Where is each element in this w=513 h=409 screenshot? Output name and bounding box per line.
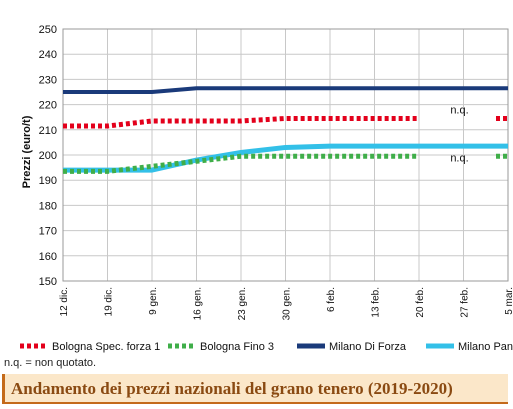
- x-tick-label: 16 gen.: [193, 287, 204, 320]
- y-tick-label: 180: [39, 200, 57, 212]
- caption-underline: [5, 402, 508, 404]
- x-tick-label: 5 mar.: [504, 287, 513, 315]
- annotation-nq: n.q.: [450, 153, 468, 165]
- line-chart: 150 160 170 180 190 200 210 220 230 240 250 12 dic…: [20, 24, 513, 353]
- y-tick-label: 220: [39, 100, 57, 112]
- y-tick-label: 250: [39, 24, 57, 36]
- x-tick-label: 9 gen.: [148, 287, 159, 315]
- y-tick-label: 160: [39, 251, 57, 263]
- x-tick-label: 23 gen.: [237, 287, 248, 320]
- chart-caption: Andamento dei prezzi nazionali del grano…: [11, 379, 453, 398]
- x-tick-label: 27 feb.: [460, 287, 471, 318]
- y-tick-label: 230: [39, 74, 57, 86]
- x-tick-label: 6 feb.: [326, 287, 337, 312]
- x-tick-label: 19 dic.: [104, 287, 115, 316]
- series-line: [63, 86, 508, 94]
- legend-label: Milano Di Forza: [329, 341, 407, 353]
- y-axis-label: Prezzi (euro/t): [21, 115, 33, 188]
- y-tick-label: 190: [39, 175, 57, 187]
- y-axis-ticks: 150 160 170 180 190 200 210 220 230 240 250: [39, 24, 57, 288]
- series-line: [63, 115, 419, 129]
- legend-label: Milano Panificabile: [458, 341, 513, 353]
- x-tick-label: 20 feb.: [415, 287, 426, 318]
- series-line: [63, 143, 508, 173]
- x-tick-label: 12 dic.: [59, 287, 70, 316]
- plot-frame: [62, 28, 509, 282]
- y-tick-label: 170: [39, 226, 57, 238]
- series-lines: [63, 86, 508, 174]
- annotations: n.q. n.q.: [450, 105, 468, 165]
- x-axis-ticks: 12 dic. 19 dic. 9 gen. 16 gen. 23 gen. 30 gen…: [59, 287, 513, 320]
- x-tick-label: 30 gen.: [282, 287, 293, 320]
- series-line: [63, 153, 419, 174]
- legend-label: Bologna Spec. forza 1: [52, 341, 160, 353]
- y-tick-label: 210: [39, 125, 57, 137]
- caption-banner: Andamento dei prezzi nazionali del grano…: [2, 374, 508, 404]
- legend: Bologna Spec. forza 1 Bologna Fino 3 Milan…: [20, 341, 513, 353]
- footnote: n.q. = non quotato.: [4, 357, 97, 369]
- y-tick-label: 150: [39, 276, 57, 288]
- x-tick-label: 13 feb.: [371, 287, 382, 318]
- grid: [62, 28, 509, 282]
- y-tick-label: 240: [39, 49, 57, 61]
- legend-label: Bologna Fino 3: [200, 341, 274, 353]
- annotation-nq: n.q.: [450, 105, 468, 117]
- y-tick-label: 200: [39, 150, 57, 162]
